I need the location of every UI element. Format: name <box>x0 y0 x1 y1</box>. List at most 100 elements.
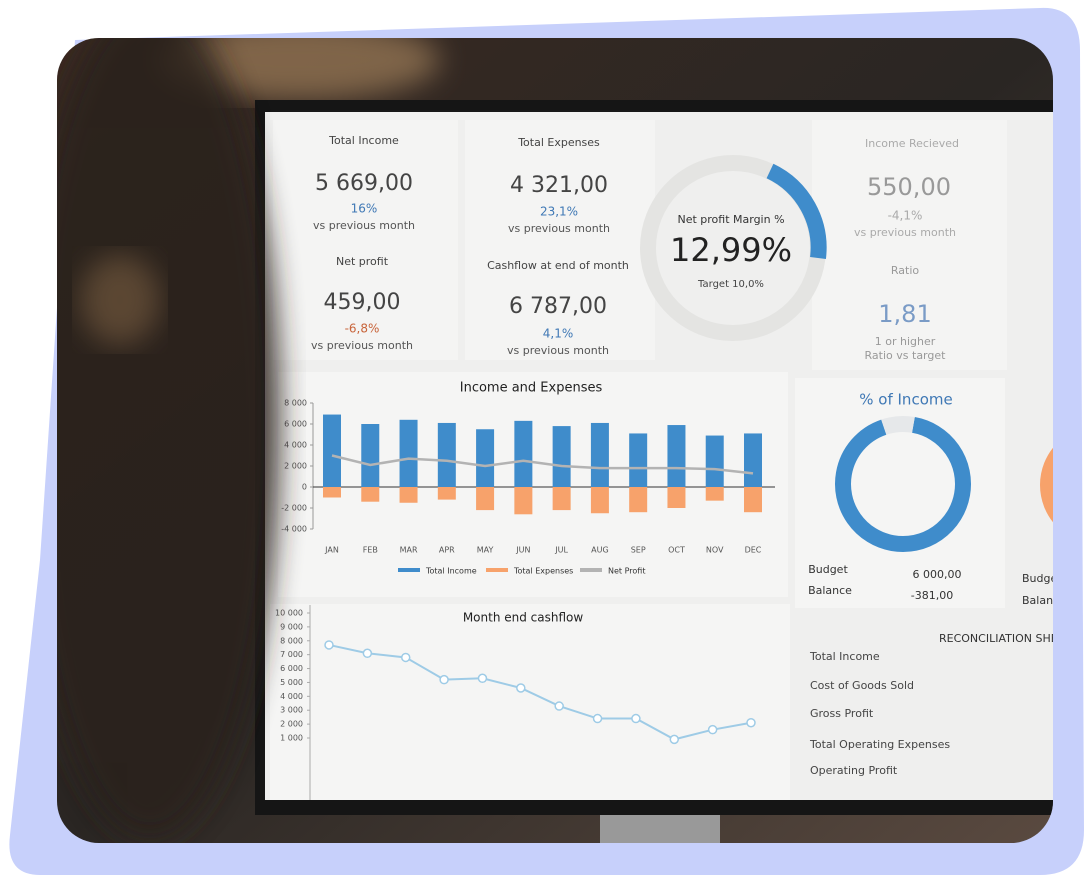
bar <box>590 422 609 487</box>
received-label: Income Recieved <box>865 137 959 150</box>
recon-item: Operating Profit <box>810 764 898 777</box>
ratio-value: 1,81 <box>878 300 931 328</box>
bokeh <box>160 38 440 100</box>
cashflow-point <box>669 734 680 745</box>
y-tick-label: 2 000 <box>280 720 303 729</box>
bar <box>744 487 762 513</box>
x-tick-label: JAN <box>324 546 339 555</box>
x-tick-label: MAR <box>400 546 418 555</box>
x-tick-label: OCT <box>668 546 685 555</box>
budget-value: 6 000,00 <box>913 568 962 581</box>
bar <box>514 487 533 515</box>
y-tick-label: 9 000 <box>280 622 303 631</box>
recon-item: Total Income <box>809 650 880 663</box>
bar <box>323 487 341 498</box>
bar <box>361 487 380 502</box>
cashflow-point <box>324 640 334 650</box>
kpi-note: vs previous month <box>313 219 415 232</box>
dashboard: Total Income 5 669,00 16% vs previous month… <box>270 120 1072 800</box>
bar <box>552 426 571 487</box>
x-tick-label: APR <box>439 546 455 555</box>
panel <box>270 604 790 800</box>
kpi-change: -6,8% <box>345 322 380 336</box>
kpi-note: vs previous month <box>508 222 610 235</box>
y-tick-label: 4 000 <box>284 441 307 450</box>
panel <box>465 120 655 360</box>
kpi-note: vs previous month <box>507 344 609 357</box>
kpi-value: 5 669,00 <box>315 171 413 196</box>
net-profit-line <box>331 454 754 475</box>
bar <box>437 487 456 500</box>
x-tick-label: NOV <box>706 546 724 555</box>
kpi-label: Total Expenses <box>517 136 600 149</box>
ratio-note: Ratio vs target <box>865 349 947 362</box>
bar <box>476 429 495 487</box>
balance-value: -381,00 <box>911 589 953 602</box>
kpi-value: 4 321,00 <box>510 173 608 198</box>
kpi-label: Net profit <box>336 255 389 268</box>
budget-label: Budget <box>808 563 848 576</box>
y-tick-label: 10 000 <box>275 609 303 618</box>
kpi-change: 4,1% <box>543 327 574 341</box>
kpi-change: 16% <box>351 202 378 216</box>
budget-label: Budget <box>1022 572 1062 585</box>
cashflow-point <box>477 673 488 684</box>
y-tick-label: 5 000 <box>280 678 303 687</box>
bar <box>514 420 533 487</box>
x-tick-label: MAY <box>477 546 494 555</box>
bar <box>399 419 418 487</box>
cut-donut <box>1040 425 1053 545</box>
y-tick-label: -4 000 <box>281 525 307 534</box>
legend-swatch <box>398 568 420 572</box>
bar <box>705 487 724 501</box>
recon-item: Gross Profit <box>810 707 874 720</box>
bar <box>361 424 380 487</box>
kpi-note: vs previous month <box>311 339 413 352</box>
cashflow-point <box>439 674 449 685</box>
cashflow-point <box>592 713 603 724</box>
bar <box>629 433 648 487</box>
received-change: -4,1% <box>888 209 923 223</box>
legend-label: Net Profit <box>608 567 645 576</box>
bar <box>590 487 609 514</box>
x-tick-label: DEC <box>745 546 762 555</box>
cashflow-point <box>746 717 756 728</box>
kpi-value: 6 787,00 <box>509 294 607 319</box>
kpi-label: Total Income <box>328 134 399 147</box>
y-tick-label: 8 000 <box>280 636 303 645</box>
legend-swatch <box>486 568 508 572</box>
margin-target: Target 10,0% <box>697 279 764 290</box>
y-tick-label: 6 000 <box>280 664 303 673</box>
cashflow-point <box>707 724 718 735</box>
y-tick-label: 2 000 <box>284 462 307 471</box>
cashflow-point <box>554 701 564 711</box>
recon-title: RECONCILIATION SHEET <box>939 632 1072 645</box>
bar <box>476 487 495 511</box>
legend-swatch <box>580 568 602 572</box>
donut-segment <box>835 416 971 552</box>
legend-label: Total Expenses <box>513 567 573 576</box>
cashflow-line <box>328 643 752 741</box>
ratio-label: Ratio <box>891 264 920 277</box>
margin-label: Net profit Margin % <box>677 213 784 226</box>
bar <box>667 425 686 487</box>
kpi-label: Cashflow at end of month <box>487 259 629 272</box>
bar <box>552 487 571 511</box>
bar <box>323 414 341 487</box>
cashflow-point <box>516 683 526 693</box>
y-tick-label: -2 000 <box>281 504 307 513</box>
person-silhouette <box>57 38 280 840</box>
y-tick-label: 4 000 <box>280 692 303 701</box>
ratio-note: 1 or higher <box>875 335 936 348</box>
y-tick-label: 1 000 <box>280 734 303 743</box>
y-tick-label: 3 000 <box>280 706 303 715</box>
y-tick-label: 7 000 <box>280 650 303 659</box>
x-tick-label: JUN <box>515 546 530 555</box>
monitor-stand <box>600 815 720 843</box>
x-tick-label: FEB <box>363 546 378 555</box>
x-tick-label: JUL <box>554 546 568 555</box>
bar <box>705 435 724 487</box>
recon-item: Total Operating Expenses <box>809 738 950 751</box>
recon-item: Cost of Goods Sold <box>810 679 914 692</box>
x-tick-label: AUG <box>591 546 609 555</box>
